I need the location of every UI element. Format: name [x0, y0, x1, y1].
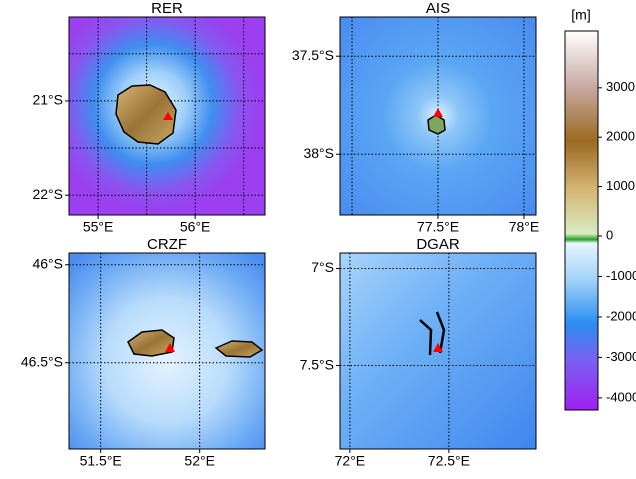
- colorbar: [565, 31, 598, 410]
- panel-title: CRZF: [147, 236, 187, 253]
- x-tick-label: 72.5°E: [428, 453, 470, 469]
- colorbar-tick-label: 1000: [606, 178, 635, 193]
- x-tick-label: 78°E: [509, 219, 540, 235]
- y-tick-label: 46°S: [32, 255, 63, 271]
- panel-title: DGAR: [416, 236, 460, 253]
- x-tick-label: 77.5°E: [417, 219, 459, 235]
- colorbar-tick-label: -4000: [606, 389, 636, 404]
- x-tick-label: 72°E: [335, 453, 366, 469]
- colorbar-ticks: 3000 2000 1000 0 -1000 -2000 -3000 -4000: [598, 79, 636, 404]
- colorbar-tick-label: 2000: [606, 129, 635, 144]
- y-tick-label: 7.5°S: [300, 356, 334, 372]
- y-tick-label: 46.5°S: [21, 353, 63, 369]
- y-tick-label: 21°S: [32, 92, 63, 108]
- y-tick-label: 38°S: [303, 145, 334, 161]
- x-tick-label: 51.5°E: [80, 453, 122, 469]
- colorbar-tick-label: -2000: [606, 308, 636, 323]
- y-tick-label: 37.5°S: [292, 47, 334, 63]
- x-tick-label: 52°E: [184, 453, 215, 469]
- panel-title: RER: [151, 0, 183, 17]
- figure: RER 55°E 56°E 21°S 22°S AIS 77.5°E 78°E 37.5°S 38…: [0, 0, 636, 479]
- x-tick-label: 56°E: [180, 219, 211, 235]
- colorbar-label: [m]: [571, 7, 590, 23]
- panel-title: AIS: [426, 0, 450, 17]
- colorbar-tick-label: 3000: [606, 79, 635, 94]
- panels: RER 55°E 56°E 21°S 22°S AIS 77.5°E 78°E 37.5°S 38…: [21, 0, 539, 469]
- colorbar-tick-label: -1000: [606, 268, 636, 283]
- colorbar-tick-label: -3000: [606, 349, 636, 364]
- colorbar-tick-label: 0: [606, 227, 613, 242]
- y-tick-label: 22°S: [32, 186, 63, 202]
- y-tick-label: 7°S: [311, 259, 334, 275]
- x-tick-label: 55°E: [83, 219, 114, 235]
